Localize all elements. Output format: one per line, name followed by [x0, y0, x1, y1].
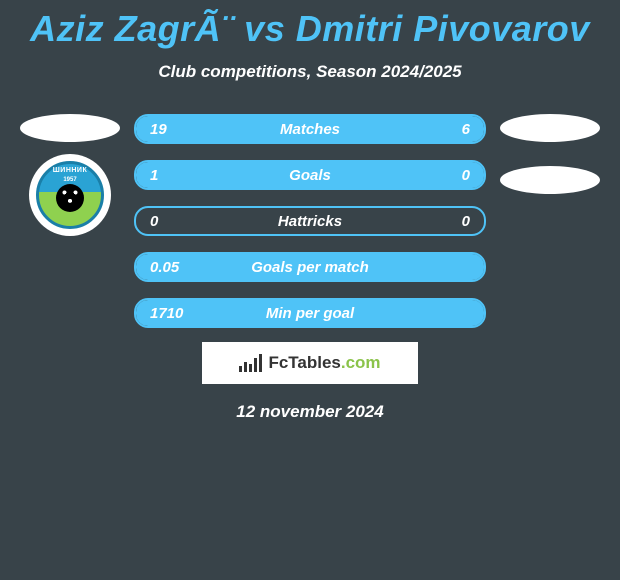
stat-label: Goals: [136, 167, 484, 184]
brand-suffix: .com: [341, 353, 381, 372]
attribution-text: FcTables.com: [268, 353, 380, 373]
badge-text: ШИННИК: [53, 167, 87, 174]
right-team-column: [490, 114, 610, 194]
date-label: 12 november 2024: [0, 402, 620, 422]
right-team-placeholder-icon: [500, 166, 600, 194]
page-subtitle: Club competitions, Season 2024/2025: [0, 62, 620, 82]
stat-row: 0Hattricks0: [134, 206, 486, 236]
stat-row: 1710Min per goal: [134, 298, 486, 328]
left-team-badge: ШИННИК 1957: [29, 154, 111, 236]
brand-prefix: FcTables: [268, 353, 340, 372]
stat-value-right: 0: [462, 167, 470, 184]
badge-year: 1957: [63, 177, 76, 183]
bar-chart-icon: [239, 354, 262, 372]
stat-label: Min per goal: [136, 305, 484, 322]
stat-row: 19Matches6: [134, 114, 486, 144]
stat-row: 0.05Goals per match: [134, 252, 486, 282]
right-team-placeholder-icon: [500, 114, 600, 142]
soccer-ball-icon: [56, 184, 84, 212]
stats-column: 19Matches61Goals00Hattricks00.05Goals pe…: [130, 114, 490, 328]
stat-label: Goals per match: [136, 259, 484, 276]
page-title: Aziz ZagrÃ¨ vs Dmitri Pivovarov: [0, 0, 620, 50]
comparison-content: ШИННИК 1957 19Matches61Goals00Hattricks0…: [0, 114, 620, 328]
left-team-placeholder-icon: [20, 114, 120, 142]
stat-value-right: 6: [462, 121, 470, 138]
left-team-column: ШИННИК 1957: [10, 114, 130, 236]
stat-label: Hattricks: [136, 213, 484, 230]
stat-value-right: 0: [462, 213, 470, 230]
attribution-badge: FcTables.com: [202, 342, 418, 384]
stat-label: Matches: [136, 121, 484, 138]
stat-row: 1Goals0: [134, 160, 486, 190]
